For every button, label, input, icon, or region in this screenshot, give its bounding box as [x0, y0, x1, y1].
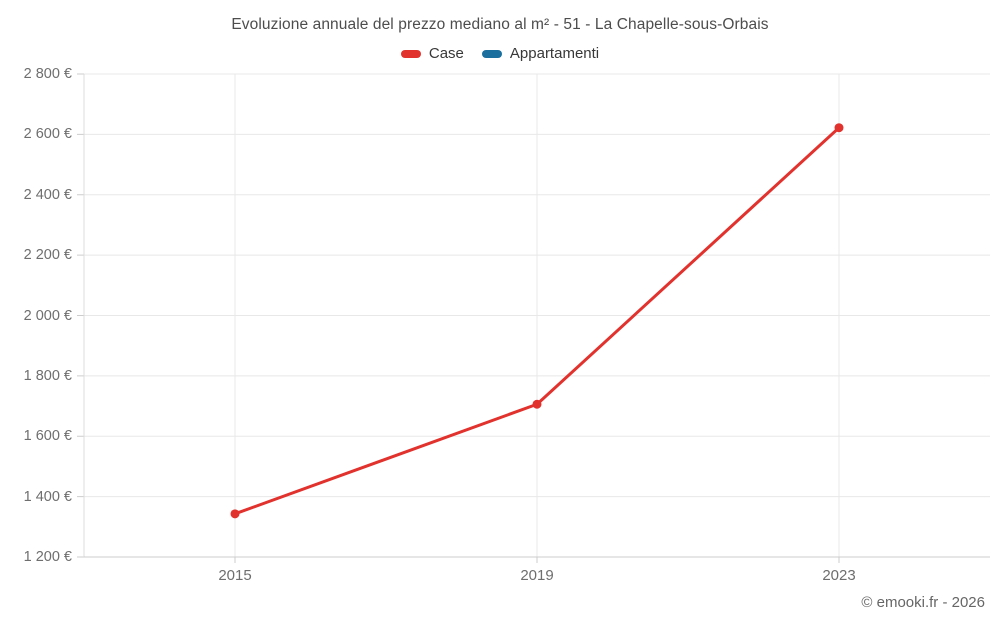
chart-legend: Case Appartamenti — [0, 45, 1000, 62]
legend-item-case[interactable]: Case — [400, 45, 464, 62]
y-axis-label: 1 800 € — [23, 367, 72, 384]
x-axis-label: 2019 — [520, 567, 554, 584]
y-axis-label: 1 400 € — [23, 488, 72, 505]
y-axis-label: 1 600 € — [23, 428, 72, 445]
legend-swatch-icon — [481, 49, 502, 58]
y-axis-label: 2 000 € — [23, 307, 72, 324]
chart-title: Evoluzione annuale del prezzo mediano al… — [231, 16, 769, 33]
legend-item-appartamenti[interactable]: Appartamenti — [481, 45, 600, 62]
y-axis-label: 2 600 € — [23, 126, 72, 143]
y-axis-label: 1 200 € — [23, 549, 72, 565]
y-axis-label: 2 800 € — [23, 66, 72, 82]
legend-swatch-icon — [400, 49, 421, 58]
y-axis-label: 2 200 € — [23, 247, 72, 264]
x-axis-label: 2023 — [822, 567, 856, 584]
x-axis-label: 2015 — [218, 567, 252, 584]
data-point-case-2019[interactable] — [532, 399, 542, 409]
data-point-case-2015[interactable] — [230, 509, 240, 519]
legend-label: Case — [428, 45, 464, 62]
data-point-case-2023[interactable] — [834, 123, 844, 133]
y-axis-label: 2 400 € — [23, 186, 72, 203]
legend-label: Appartamenti — [509, 45, 600, 62]
copyright-text: © emooki.fr - 2026 — [861, 594, 985, 611]
